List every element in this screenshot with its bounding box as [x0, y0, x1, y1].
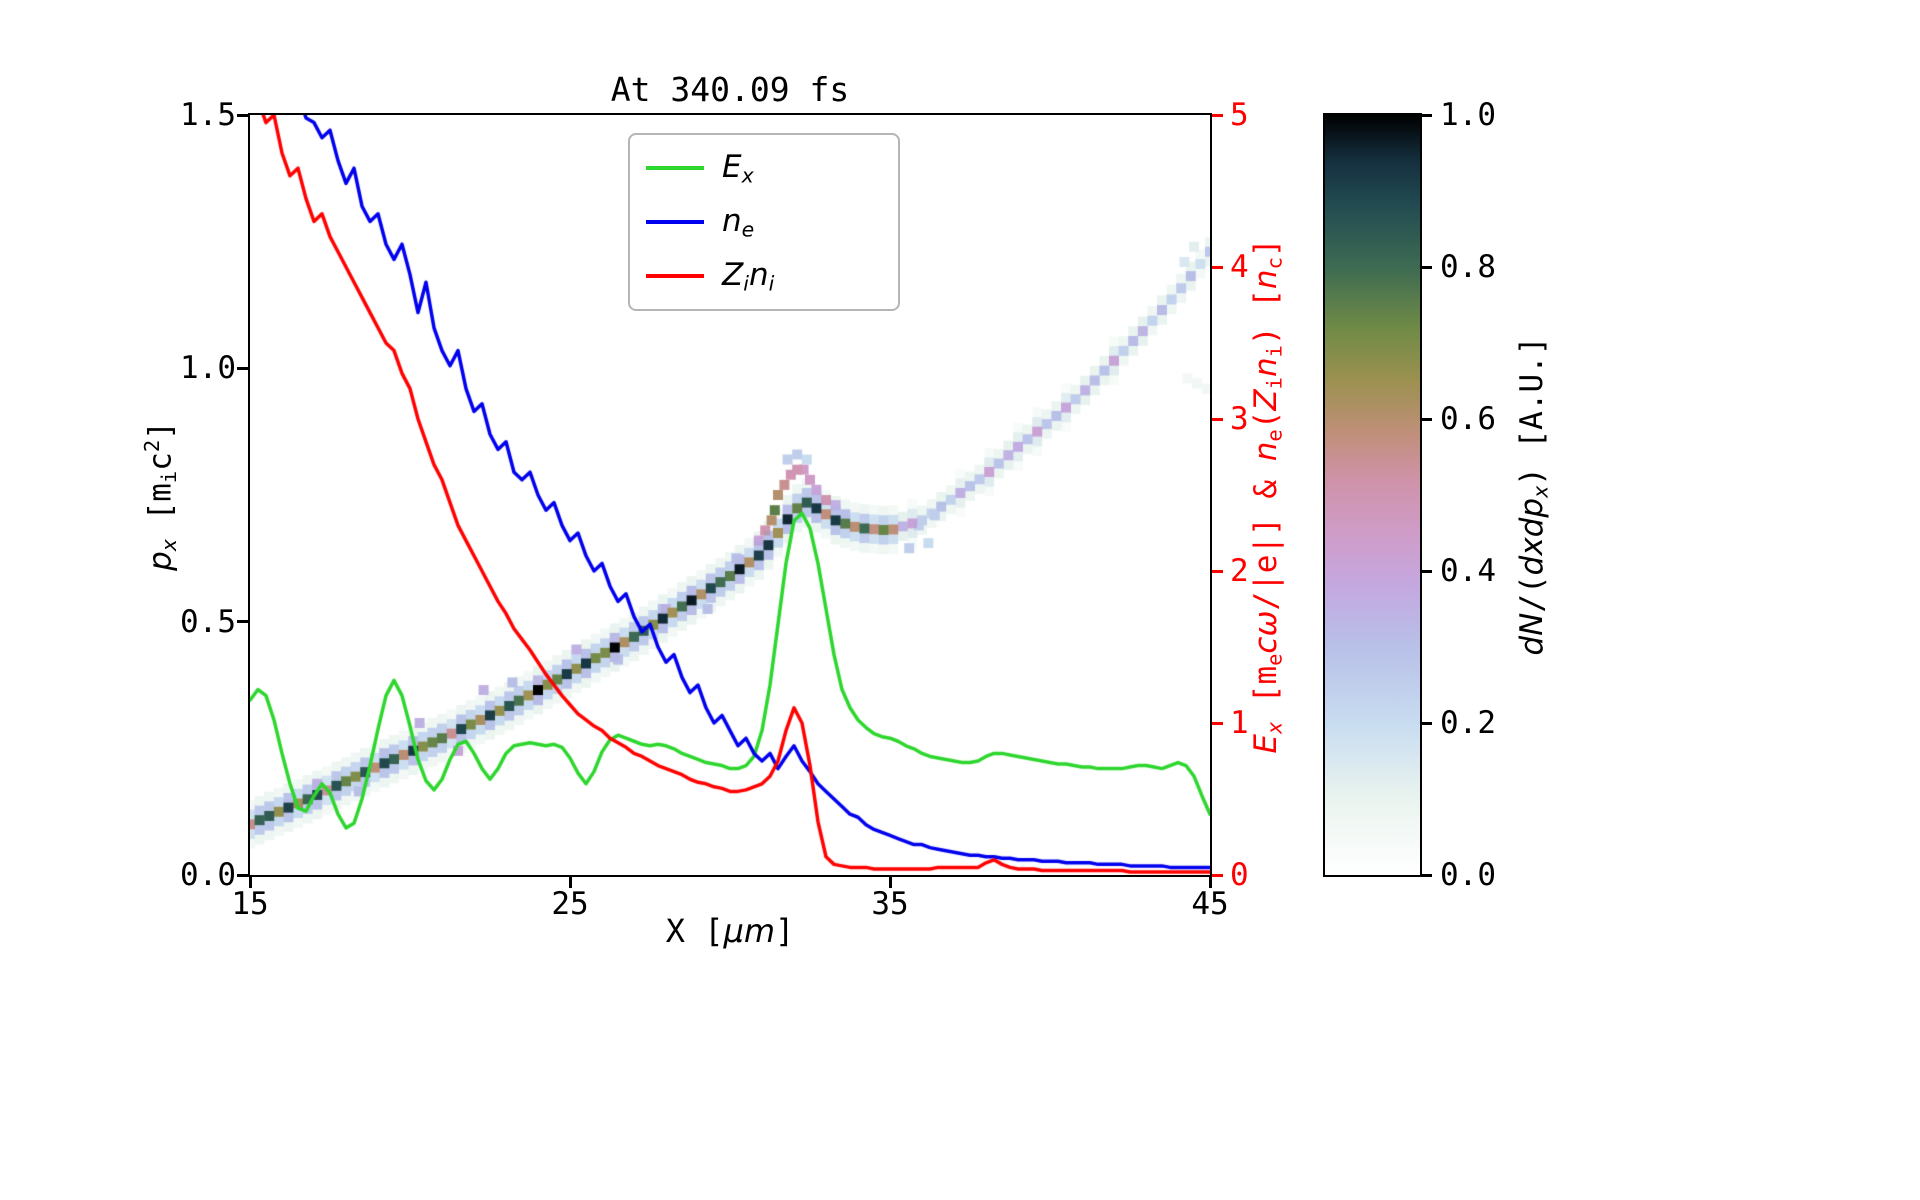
y-left-tick-mark — [237, 873, 248, 877]
y-axis-label-right: Ex [mecω/|e|] & ne(Zini) [nc] — [1248, 238, 1287, 754]
y-right-tick-mark — [1212, 721, 1223, 725]
plot-title: At 340.09 fs — [610, 70, 850, 109]
colorbar-tick-label: 0.0 — [1440, 857, 1496, 893]
x-tick-label: 15 — [231, 886, 269, 922]
legend-entry-label: ne — [722, 202, 755, 242]
colorbar-tick-mark — [1422, 873, 1432, 877]
colorbar-tick-mark — [1422, 113, 1432, 117]
legend-entry: Zini — [630, 256, 898, 296]
colorbar-tick-label: 1.0 — [1440, 97, 1496, 133]
x-axis-label: X [μm] — [665, 912, 795, 950]
y-right-tick-label: 3 — [1230, 401, 1249, 437]
y-right-tick-mark — [1212, 569, 1223, 573]
legend-line-sample — [646, 166, 704, 170]
colorbar-tick-mark — [1422, 265, 1432, 269]
x-tick-mark — [248, 877, 252, 888]
legend-entry-label: Ex — [722, 148, 754, 188]
x-tick-mark — [888, 877, 892, 888]
y-left-tick-mark — [237, 620, 248, 624]
colorbar-tick-mark — [1422, 569, 1432, 573]
y-right-tick-label: 5 — [1230, 97, 1249, 133]
x-tick-label: 35 — [871, 886, 909, 922]
colorbar-label: dN/(dxdpx) [A.U.] — [1514, 336, 1553, 656]
y-right-tick-label: 4 — [1230, 249, 1249, 285]
y-left-tick-label: 1.0 — [180, 350, 236, 387]
y-right-tick-label: 0 — [1230, 857, 1249, 893]
colorbar-tick-label: 0.2 — [1440, 705, 1496, 741]
y-right-tick-mark — [1212, 417, 1223, 421]
colorbar — [1323, 113, 1422, 877]
y-right-tick-mark — [1212, 265, 1223, 269]
y-left-tick-label: 0.5 — [180, 603, 236, 640]
y-left-tick-mark — [237, 113, 248, 117]
y-axis-label-left: px [mic2] — [140, 421, 181, 571]
legend-entry: ne — [630, 202, 898, 242]
legend-entry-label: Zini — [722, 256, 775, 296]
colorbar-tick-mark — [1422, 417, 1432, 421]
y-left-tick-label: 0.0 — [180, 857, 236, 893]
colorbar-tick-mark — [1422, 721, 1432, 725]
x-tick-mark — [1208, 877, 1212, 888]
legend-line-sample — [646, 220, 704, 224]
y-left-tick-label: 1.5 — [180, 97, 236, 133]
colorbar-tick-label: 0.6 — [1440, 401, 1496, 437]
colorbar-tick-label: 0.4 — [1440, 553, 1496, 589]
legend-line-sample — [646, 274, 704, 278]
x-tick-label: 25 — [551, 886, 589, 922]
y-right-tick-label: 1 — [1230, 705, 1249, 741]
x-tick-mark — [568, 877, 572, 888]
y-right-tick-label: 2 — [1230, 553, 1249, 589]
y-right-tick-mark — [1212, 113, 1223, 117]
colorbar-tick-label: 0.8 — [1440, 249, 1496, 285]
legend-entry: Ex — [630, 148, 898, 188]
legend: Ex ne Zini — [628, 133, 900, 311]
y-right-tick-mark — [1212, 873, 1223, 877]
y-left-tick-mark — [237, 366, 248, 370]
x-tick-label: 45 — [1191, 886, 1229, 922]
